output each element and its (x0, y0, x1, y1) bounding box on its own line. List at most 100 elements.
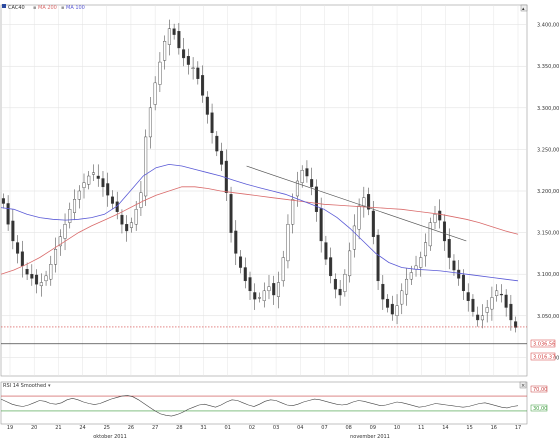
price-panel: 3.400,00 3.350,00 3.300,00 3.250,00 3.200,00… (0, 4, 559, 377)
candle (106, 172, 110, 207)
rsi-close-button[interactable] (519, 381, 527, 389)
y-tick-label: 3.350,00 (537, 64, 559, 70)
candle (129, 217, 133, 233)
candle (495, 284, 499, 302)
candle (300, 165, 304, 188)
candle (281, 250, 285, 287)
candle (248, 271, 252, 300)
candle (310, 167, 314, 196)
candle (433, 205, 437, 230)
x-tick-label: 19 (7, 425, 13, 431)
y-tick-label: 3.300,00 (537, 106, 559, 112)
x-tick-label: 16 (491, 425, 497, 431)
candle (405, 268, 409, 306)
candle (77, 185, 81, 209)
candle (324, 235, 328, 266)
candle (73, 189, 77, 221)
x-tick-label: 11 (418, 425, 424, 431)
rsi-line (0, 395, 519, 417)
rsi-70-label: 70,00 (533, 387, 547, 393)
candle (239, 250, 243, 274)
y-axis: 3.400,00 3.350,00 3.300,00 3.250,00 3.200,00… (537, 23, 559, 362)
candle (428, 217, 432, 251)
candle (376, 229, 380, 290)
horizontal-gridlines (1, 24, 527, 358)
candle (272, 275, 276, 305)
candle (182, 37, 186, 67)
month-label-november: november 2011 (350, 434, 390, 440)
legend-item-ma200[interactable]: MA 200 (38, 5, 57, 11)
candle (305, 160, 309, 183)
candle (371, 200, 375, 245)
candle (514, 316, 518, 333)
x-tick-label: 09 (370, 425, 376, 431)
candle (96, 164, 100, 187)
candle (63, 213, 67, 251)
candle (82, 173, 86, 199)
legend-marker-ma100: ▪ (61, 5, 64, 11)
candle (125, 215, 129, 242)
x-tick-label: 24 (79, 425, 85, 431)
month-label-october: oktober 2011 (93, 434, 127, 440)
candle (466, 283, 470, 312)
candle (1, 193, 5, 209)
x-tick-label: 26 (128, 425, 134, 431)
candle (480, 304, 484, 329)
candle (25, 262, 29, 281)
candle (276, 271, 280, 309)
candles (1, 19, 518, 333)
candle (333, 273, 337, 299)
ma100-line (0, 163, 519, 282)
y-tick-label: 3.150,00 (537, 231, 559, 237)
legend-item-cac40[interactable]: CAC40 (8, 5, 25, 11)
candle (338, 280, 342, 306)
x-tick-label: 21 (55, 425, 61, 431)
legend-item-ma100[interactable]: MA 100 (66, 5, 85, 11)
candle (267, 275, 271, 300)
candle (58, 229, 62, 256)
candle (343, 269, 347, 297)
candle (286, 214, 290, 269)
rsi-30-tag: 30,00 (530, 404, 547, 412)
chevron-down-icon[interactable]: ▾ (48, 383, 51, 389)
candle (262, 282, 266, 308)
candle (205, 91, 209, 124)
close-icon: × (521, 383, 525, 389)
candle (6, 195, 10, 231)
candle (257, 292, 262, 303)
candle (215, 131, 219, 157)
candle (30, 264, 34, 286)
candle (196, 61, 200, 85)
candle (186, 48, 190, 75)
x-tick-label: 25 (104, 425, 110, 431)
x-tick-label: 27 (152, 425, 158, 431)
x-tick-label: 07 (321, 425, 327, 431)
candle (253, 283, 257, 310)
x-axis: 19 20 21 24 25 26 27 28 31 01 02 03 04 07 08 09 10 11 14 15… (7, 425, 521, 431)
candle (153, 76, 157, 111)
candle (485, 299, 489, 323)
candle (148, 97, 152, 149)
legend-toggle-icon[interactable] (2, 4, 6, 8)
candle (16, 235, 20, 264)
x-tick-label: 08 (345, 425, 351, 431)
candle (163, 35, 167, 70)
trendline (246, 165, 467, 242)
candle (357, 198, 361, 240)
candle (442, 214, 446, 251)
candle (367, 187, 371, 216)
candle (201, 65, 205, 103)
candle (172, 23, 176, 40)
candle (44, 270, 48, 286)
rsi-label[interactable]: RSI 14 Smoothed (3, 383, 46, 389)
candle (139, 181, 143, 216)
candle (476, 306, 480, 327)
candle (229, 186, 233, 243)
candle (158, 52, 162, 93)
candle (509, 294, 513, 331)
legend: CAC40 ▪ MA 200 ▪ MA 100 (2, 4, 85, 11)
scroll-up-button[interactable] (520, 4, 528, 12)
chevron-up-icon: ▴ (522, 6, 525, 12)
candle (11, 209, 15, 250)
